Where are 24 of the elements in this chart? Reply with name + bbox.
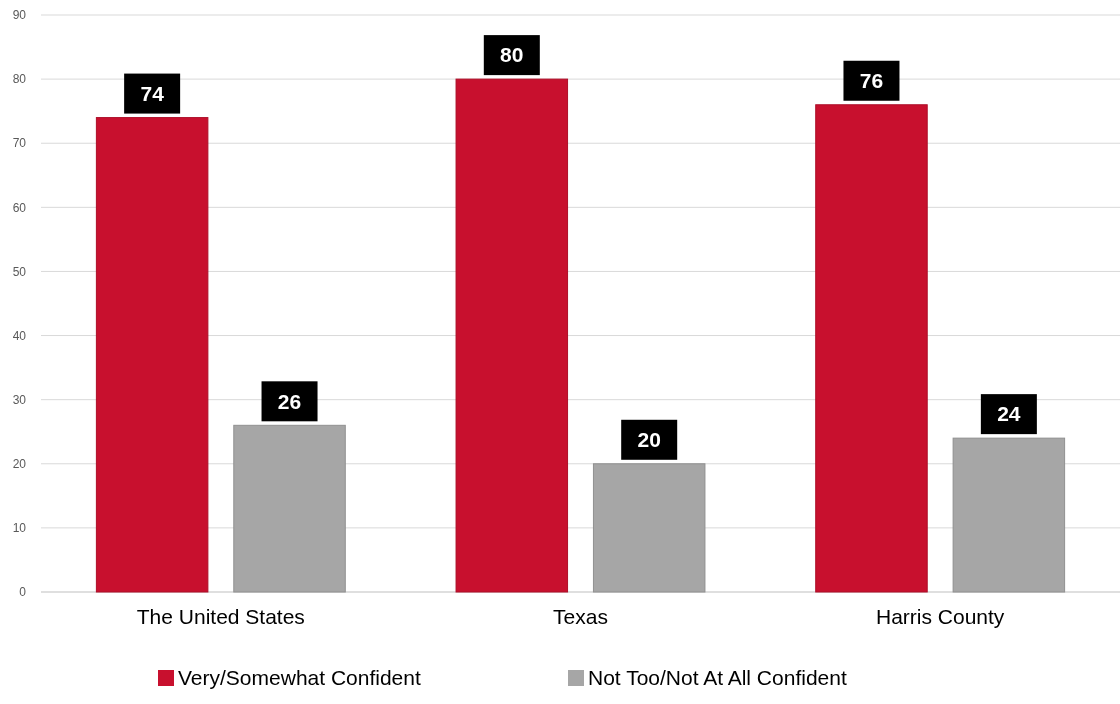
data-label: 74 xyxy=(140,81,165,105)
y-tick-label: 50 xyxy=(12,264,27,279)
y-tick-label: 60 xyxy=(12,200,27,215)
data-label: 20 xyxy=(637,428,661,452)
y-tick-label: 90 xyxy=(12,8,27,23)
data-label: 26 xyxy=(277,389,302,413)
data-label: 24 xyxy=(997,402,1021,426)
x-tick-label: Texas xyxy=(553,605,608,628)
y-tick-label: 80 xyxy=(12,72,27,87)
y-tick-label: 10 xyxy=(12,521,27,536)
data-label: 76 xyxy=(859,69,884,93)
y-tick-label: 30 xyxy=(12,392,27,407)
x-tick-label: The United States xyxy=(136,605,305,628)
y-tick-label: 20 xyxy=(12,456,27,471)
bar xyxy=(592,463,706,593)
data-label: 80 xyxy=(500,43,524,67)
y-tick-label: 40 xyxy=(12,328,27,343)
bar xyxy=(95,117,209,593)
legend-label: Very/Somewhat Confident xyxy=(178,666,421,690)
legend-label: Not Too/Not At All Confident xyxy=(588,666,847,690)
y-tick-label: 70 xyxy=(12,136,27,151)
bar xyxy=(815,104,928,593)
y-tick-label: 0 xyxy=(19,585,27,600)
x-tick-label: Harris County xyxy=(875,605,1005,628)
